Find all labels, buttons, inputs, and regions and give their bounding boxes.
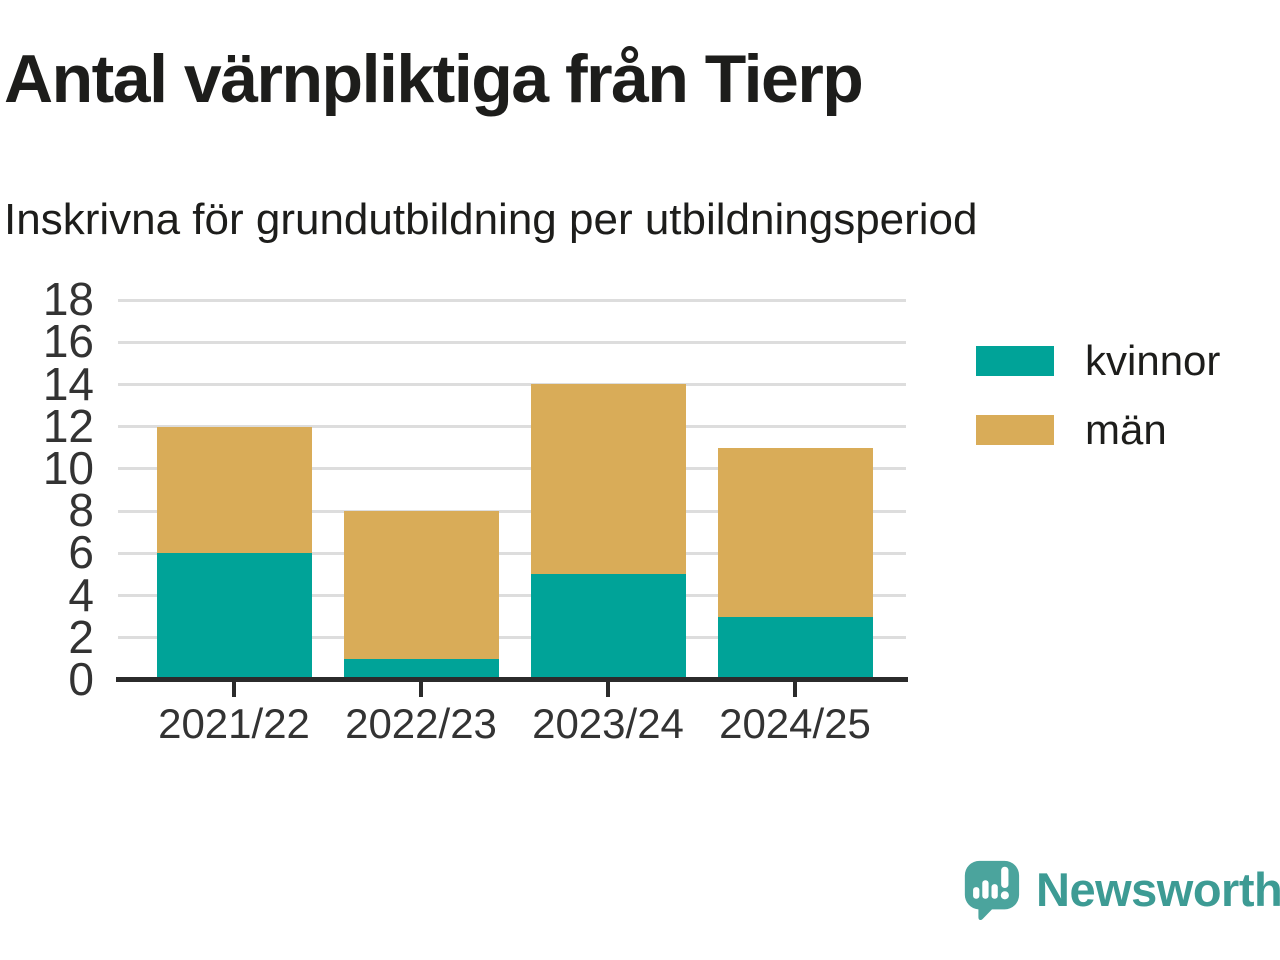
legend-swatch-kvinnor bbox=[976, 346, 1054, 376]
y-tick-label-8: 8 bbox=[68, 484, 94, 537]
legend-label-kvinnor: kvinnor bbox=[1085, 337, 1221, 384]
bar-2021/22[interactable] bbox=[156, 426, 312, 680]
gridline-6 bbox=[118, 551, 906, 555]
legend-label-män: män bbox=[1085, 406, 1167, 453]
chart-legend: kvinnor män bbox=[976, 340, 1220, 451]
bar-segment-kvinnor-2022/23[interactable] bbox=[343, 658, 499, 680]
bar-segment-kvinnor-2023/24[interactable] bbox=[530, 574, 686, 680]
bar-segment-kvinnor-2024/25[interactable] bbox=[717, 616, 873, 680]
x-axis-line bbox=[116, 677, 908, 682]
gridline-18 bbox=[118, 298, 906, 302]
bar-2023/24[interactable] bbox=[530, 384, 686, 680]
chart-subtitle: Inskrivna för grundutbildning per utbild… bbox=[4, 195, 978, 244]
newsworthy-wordmark[interactable]: Newsworthy bbox=[1036, 862, 1280, 916]
gridline-16 bbox=[118, 340, 906, 344]
y-axis-labels: 0 2 4 6 8 10 12 14 16 18 bbox=[0, 276, 94, 702]
chart-title: Antal värnpliktiga från Tierp bbox=[4, 41, 864, 117]
y-tick-label-2: 2 bbox=[68, 610, 94, 663]
x-tick-label-2021/22: 2021/22 bbox=[158, 700, 310, 747]
bar-segment-män-2021/22[interactable] bbox=[156, 426, 312, 554]
plot-area bbox=[118, 298, 906, 680]
gridline-2 bbox=[118, 636, 906, 640]
y-tick-label-6: 6 bbox=[68, 526, 94, 579]
x-tick-2022/23 bbox=[419, 682, 423, 697]
bar-segment-män-2022/23[interactable] bbox=[343, 511, 499, 659]
newsworthy-logo-icon bbox=[964, 860, 1020, 920]
newsworthy-brand[interactable]: Newsworthy bbox=[960, 858, 1280, 920]
bar-segment-män-2023/24[interactable] bbox=[530, 384, 686, 575]
legend-swatch-män bbox=[976, 415, 1054, 445]
y-tick-label-16: 16 bbox=[42, 315, 94, 368]
bar-2022/23[interactable] bbox=[343, 511, 499, 680]
y-tick-label-18: 18 bbox=[42, 273, 94, 326]
legend-item-män[interactable]: män bbox=[976, 409, 1220, 451]
y-tick-label-12: 12 bbox=[42, 399, 94, 452]
y-tick-label-10: 10 bbox=[42, 441, 94, 494]
x-tick-label-2023/24: 2023/24 bbox=[532, 700, 684, 747]
x-tick-2024/25 bbox=[793, 682, 797, 697]
x-tick-label-2022/23: 2022/23 bbox=[345, 700, 497, 747]
y-tick-label-4: 4 bbox=[68, 568, 94, 621]
gridline-14 bbox=[118, 382, 906, 386]
gridline-4 bbox=[118, 594, 906, 598]
x-tick-2023/24 bbox=[606, 682, 610, 697]
y-tick-label-14: 14 bbox=[42, 357, 94, 410]
bar-segment-kvinnor-2021/22[interactable] bbox=[156, 553, 312, 680]
bar-segment-män-2024/25[interactable] bbox=[717, 447, 873, 617]
x-tick-label-2024/25: 2024/25 bbox=[719, 700, 871, 747]
gridline-8 bbox=[118, 509, 906, 513]
gridline-10 bbox=[118, 467, 906, 471]
legend-item-kvinnor[interactable]: kvinnor bbox=[976, 340, 1220, 382]
bar-2024/25[interactable] bbox=[717, 447, 873, 680]
gridline-12 bbox=[118, 425, 906, 429]
y-tick-label-0: 0 bbox=[68, 653, 94, 706]
x-tick-2021/22 bbox=[232, 682, 236, 697]
